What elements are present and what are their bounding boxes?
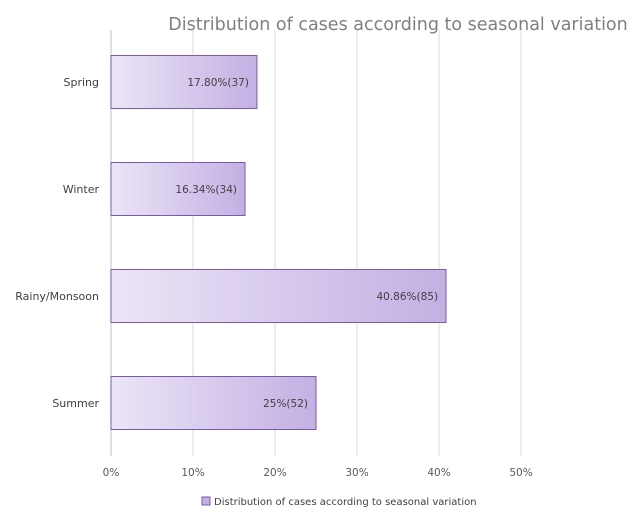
data-label: 17.80%(37) xyxy=(187,77,249,89)
category-label: Winter xyxy=(63,183,100,196)
bars xyxy=(110,55,447,430)
bar xyxy=(110,376,317,430)
data-labels: 17.80%(37) 16.34%(34) 40.86%(85) 25%(52) xyxy=(175,77,438,410)
bar xyxy=(110,162,246,216)
x-tick-labels: 0% 10% 20% 30% 40% 50% xyxy=(103,467,533,479)
x-tick-label: 20% xyxy=(263,467,286,479)
x-tick-label: 10% xyxy=(181,467,204,479)
x-tick-label: 40% xyxy=(427,467,450,479)
data-label: 40.86%(85) xyxy=(376,291,438,303)
x-tick-label: 50% xyxy=(509,467,532,479)
legend-swatch xyxy=(201,496,211,506)
bar xyxy=(110,55,258,109)
chart-title: Distribution of cases according to seaso… xyxy=(168,15,627,35)
x-tick-label: 0% xyxy=(103,467,120,479)
category-label: Spring xyxy=(64,76,100,89)
category-label: Rainy/Monsoon xyxy=(15,290,99,303)
data-label: 25%(52) xyxy=(263,398,308,410)
x-tick-label: 30% xyxy=(345,467,368,479)
category-labels: Spring Winter Rainy/Monsoon Summer xyxy=(15,76,99,410)
data-label: 16.34%(34) xyxy=(175,184,237,196)
legend: Distribution of cases according to seaso… xyxy=(201,496,477,508)
category-label: Summer xyxy=(52,397,99,410)
legend-label: Distribution of cases according to seaso… xyxy=(214,497,477,508)
bar xyxy=(110,269,447,323)
